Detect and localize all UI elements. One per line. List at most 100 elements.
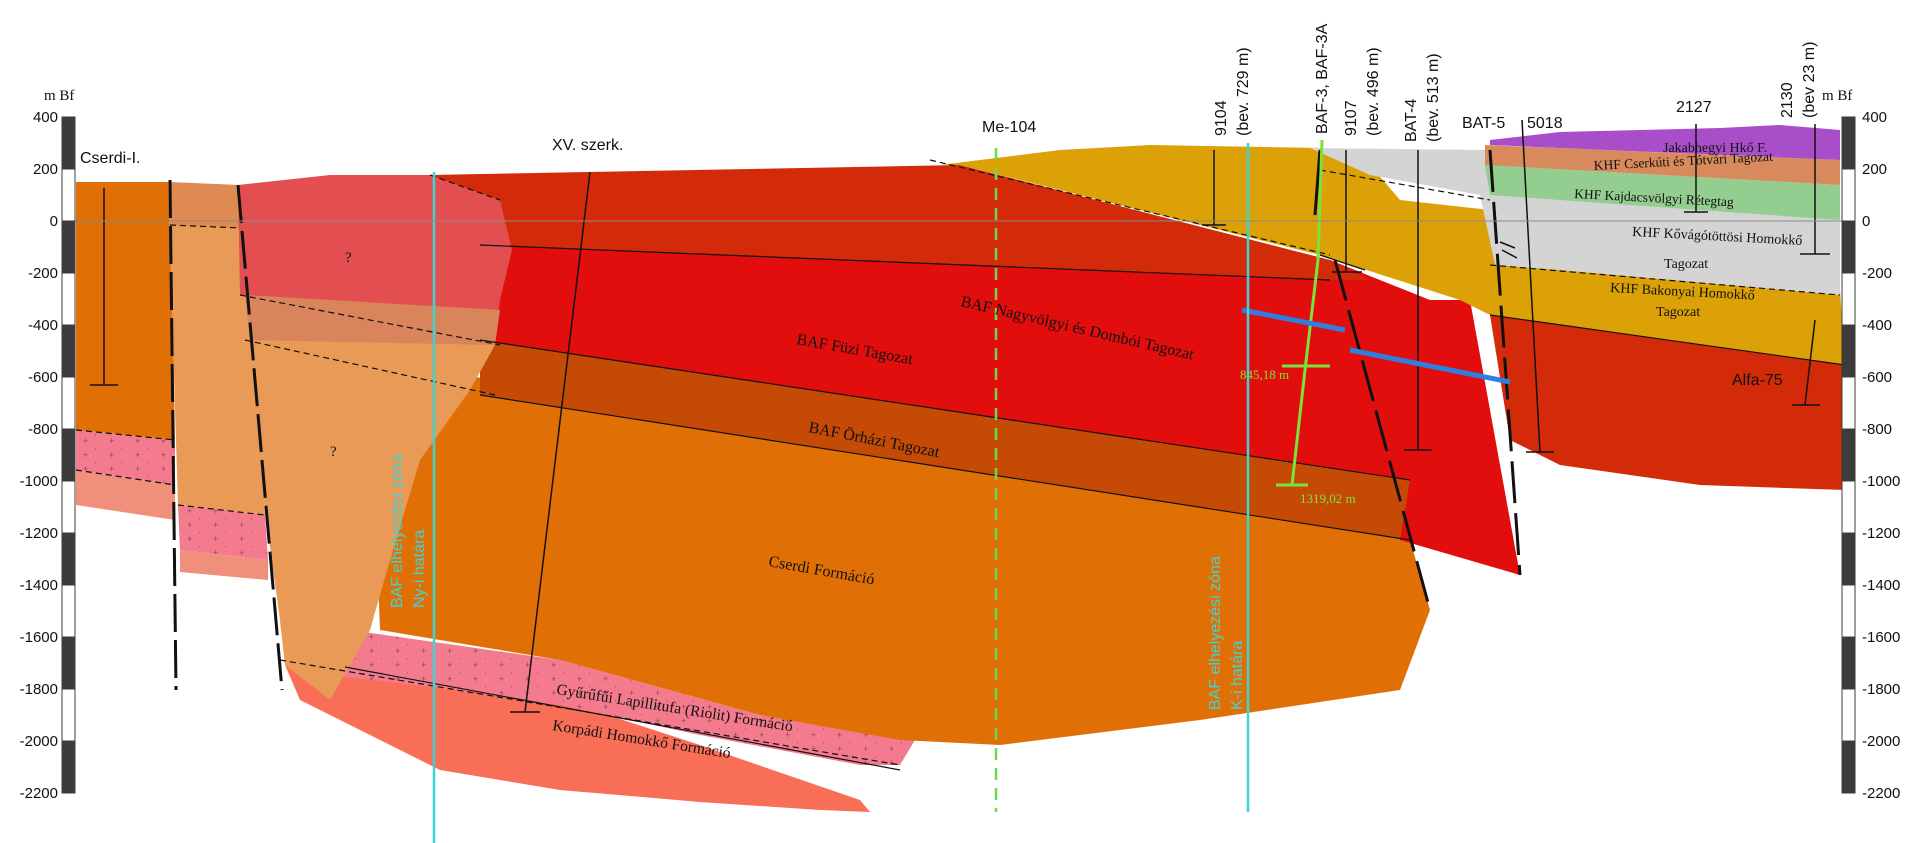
well-label-xv: XV. szerk. — [552, 137, 623, 154]
well-label-2130-bev: (bev 23 m) — [1801, 42, 1818, 118]
formation-bodies — [76, 125, 1845, 812]
depth-label-845: 845,18 m — [1240, 367, 1289, 382]
east-red-block — [1490, 315, 1845, 490]
left-axis-tick-label: -600 — [28, 369, 58, 386]
zone-lines — [432, 143, 1250, 843]
axis-unit-right: m Bf — [1822, 88, 1852, 104]
right-depth-axis: 400 200 0 -200 -400 -600 -800 -1000 -1200 -1400 -1… — [1841, 109, 1900, 802]
left-depth-axis: 400 200 0 -200 -400 -600 -800 -1000 -1200 -1400 -1… — [20, 109, 76, 802]
right-axis-segment — [1841, 532, 1856, 586]
well-label-alfa75: Alfa-75 — [1732, 372, 1783, 389]
right-axis-segment — [1841, 584, 1856, 638]
left-axis-tick-label: -1800 — [20, 681, 58, 698]
korpadi-formation-body — [285, 662, 870, 812]
unit-label-bakony-2: Tagozat — [1656, 305, 1700, 320]
left-axis-tick-label: -1200 — [20, 525, 58, 542]
well-label-baf3: BAF-3, BAF-3A — [1314, 23, 1331, 134]
right-axis-tick-label: 400 — [1862, 109, 1887, 126]
right-axis-tick-label: -600 — [1862, 369, 1892, 386]
left-axis-segment — [61, 324, 76, 378]
well-label-me104: Me-104 — [982, 119, 1036, 136]
right-axis-segment — [1841, 740, 1856, 794]
left-axis-tick-label: -1600 — [20, 629, 58, 646]
cserdi-west-body — [76, 182, 175, 440]
left-axis-segment — [61, 584, 76, 638]
zone-east-label-1: BAF elhelyezési zóna — [1207, 556, 1224, 710]
left-axis-tick-label: 400 — [33, 109, 58, 126]
right-axis-segment — [1841, 688, 1856, 742]
zone-west-label-2: Ny-i határa — [411, 530, 428, 608]
left-axis-segment — [61, 220, 76, 274]
unit-label-question-1: ? — [345, 250, 352, 266]
left-axis-segment — [61, 688, 76, 742]
right-axis-segment — [1841, 324, 1856, 378]
left-axis-segment — [61, 480, 76, 534]
right-axis-segment — [1841, 376, 1856, 430]
zone-west-label-1: BAF elhelyezési zóna — [389, 454, 406, 608]
right-axis-tick-label: -200 — [1862, 265, 1892, 282]
cserdi-formation-body — [370, 360, 1430, 745]
left-axis-tick-label: -1000 — [20, 473, 58, 490]
well-label-cserdi: Cserdi-I. — [80, 150, 140, 167]
left-axis-segment — [61, 272, 76, 326]
left-axis-tick-label: 200 — [33, 161, 58, 178]
well-label-bat4: BAT-4 — [1403, 99, 1420, 142]
left-axis-segment — [61, 376, 76, 430]
left-axis-segment — [61, 532, 76, 586]
right-axis-tick-label: -2000 — [1862, 733, 1900, 750]
west-block-tuff — [178, 505, 268, 560]
right-axis-segment — [1841, 168, 1856, 222]
unit-label-jakabhegyi: Jakabhegyi Hkő F. — [1663, 141, 1767, 156]
khf-cserkuti-body — [1485, 145, 1840, 185]
right-axis-tick-label: -1400 — [1862, 577, 1900, 594]
left-axis-segment — [61, 116, 76, 170]
blue-segments — [1241, 307, 1511, 385]
right-axis-segment — [1841, 636, 1856, 690]
zone-east-label-2: K-i határa — [1229, 641, 1246, 710]
khf-bakonyai-body — [940, 145, 1845, 365]
left-axis-tick-label: -1400 — [20, 577, 58, 594]
unclear-zone-lower — [240, 295, 495, 700]
right-axis-tick-label: 0 — [1862, 213, 1870, 230]
gyurufui-formation-body — [280, 620, 915, 765]
left-axis-tick-label: -2000 — [20, 733, 58, 750]
jakabhegyi-body — [1490, 125, 1840, 160]
left-axis-segment — [61, 740, 76, 794]
well-label-bat5: BAT-5 — [1462, 115, 1505, 132]
west-block-top — [168, 182, 242, 228]
left-axis-tick-label: -2200 — [20, 785, 58, 802]
khf-kajdacsvolgyi-body — [1485, 165, 1840, 220]
right-axis-tick-label: -400 — [1862, 317, 1892, 334]
left-axis-tick-label: -200 — [28, 265, 58, 282]
west-block-salmon — [180, 550, 268, 580]
right-axis-tick-label: -1600 — [1862, 629, 1900, 646]
left-axis-segment — [61, 428, 76, 482]
baf3-well-track — [1276, 139, 1330, 487]
right-axis-tick-label: -1200 — [1862, 525, 1900, 542]
unit-label-kovago-2: Tagozat — [1664, 257, 1708, 272]
axis-unit-left: m Bf — [44, 88, 74, 104]
left-axis-tick-label: -800 — [28, 421, 58, 438]
right-axis-tick-label: -1800 — [1862, 681, 1900, 698]
cserdi-west-pink — [76, 430, 175, 485]
well-label-9104-bev: (bev. 729 m) — [1235, 47, 1252, 136]
left-axis-segment — [61, 168, 76, 222]
nagyvolgyi-body — [430, 165, 1370, 280]
well-label-9107: 9107 — [1343, 100, 1360, 136]
well-label-bat4-bev: (bev. 513 m) — [1425, 53, 1442, 142]
left-axis-tick-label: 0 — [50, 213, 58, 230]
unit-label-question-2: ? — [330, 444, 337, 460]
well-label-2130: 2130 — [1779, 82, 1796, 118]
cserdi-west-salmon — [76, 470, 175, 520]
right-axis-tick-label: 200 — [1862, 161, 1887, 178]
well-label-5018: 5018 — [1527, 115, 1563, 132]
right-axis-segment — [1841, 272, 1856, 326]
left-axis-segment — [61, 636, 76, 690]
right-axis-segment — [1841, 116, 1856, 170]
left-axis-tick-label: -400 — [28, 317, 58, 334]
orhazi-tagozat-body — [480, 340, 1410, 540]
well-label-9104: 9104 — [1213, 100, 1230, 136]
depth-label-1319: 1319,02 m — [1300, 491, 1356, 506]
right-axis-tick-label: -2200 — [1862, 785, 1900, 802]
